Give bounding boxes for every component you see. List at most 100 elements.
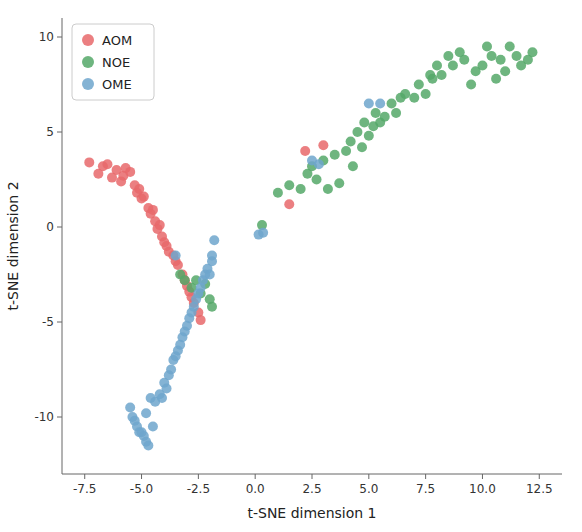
point	[427, 74, 437, 84]
x-tick-label: 12.5	[526, 482, 553, 496]
x-axis-label: t-SNE dimension 1	[247, 505, 376, 521]
x-tick-label: -5.0	[130, 482, 153, 496]
point	[284, 180, 294, 190]
y-tick	[57, 37, 62, 38]
point	[102, 159, 112, 169]
point	[273, 188, 283, 198]
point	[348, 161, 358, 171]
x-tick	[255, 474, 256, 479]
point	[143, 441, 153, 451]
point	[205, 270, 215, 280]
point	[364, 131, 374, 141]
legend-marker	[82, 34, 94, 46]
point	[466, 80, 476, 90]
x-tick	[368, 474, 369, 479]
series-noe	[175, 42, 537, 312]
point	[437, 70, 447, 80]
point	[387, 99, 397, 109]
point	[141, 408, 151, 418]
legend: AOM NOE OME	[72, 24, 154, 100]
point	[157, 393, 167, 403]
points	[84, 42, 537, 451]
point	[359, 118, 369, 128]
point	[155, 220, 165, 230]
y-axis-label: t-SNE dimension 2	[5, 181, 21, 310]
point	[162, 384, 172, 394]
y-tick	[57, 322, 62, 323]
chart: -7.5-5.0-2.50.02.55.07.510.012.5-10-5051…	[0, 0, 582, 532]
point	[209, 235, 219, 245]
point	[391, 108, 401, 118]
point	[375, 99, 385, 109]
point	[173, 260, 183, 270]
x-tick	[141, 474, 142, 479]
y-tick	[57, 227, 62, 228]
point	[330, 150, 340, 160]
point	[414, 80, 424, 90]
point	[296, 184, 306, 194]
legend-label: NOE	[102, 55, 130, 70]
point	[491, 74, 501, 84]
point	[314, 159, 324, 169]
point	[125, 167, 135, 177]
point	[180, 275, 190, 285]
x-tick-label: 10.0	[469, 482, 496, 496]
legend-label: AOM	[102, 33, 132, 48]
x-tick-label: -7.5	[73, 482, 96, 496]
x-tick	[198, 474, 199, 479]
point	[380, 112, 390, 122]
legend-marker	[82, 78, 94, 90]
x-tick-label: 5.0	[359, 482, 378, 496]
point	[139, 192, 149, 202]
point	[512, 51, 522, 61]
point	[477, 61, 487, 71]
y-axis-line	[62, 18, 63, 474]
point	[84, 157, 94, 167]
point	[352, 127, 362, 137]
point	[284, 199, 294, 209]
x-tick-label: 7.5	[416, 482, 435, 496]
point	[196, 315, 206, 325]
point	[459, 55, 469, 65]
x-tick-label: 2.5	[302, 482, 321, 496]
point	[357, 142, 367, 152]
point	[323, 184, 333, 194]
legend-label: OME	[102, 77, 132, 92]
series-ome	[125, 99, 385, 451]
axes: -7.5-5.0-2.50.02.55.07.510.012.5-10-5051…	[34, 18, 562, 496]
x-tick-label: 0.0	[246, 482, 265, 496]
point	[364, 99, 374, 109]
point	[312, 175, 322, 185]
point	[487, 51, 497, 61]
point	[432, 61, 442, 71]
x-tick	[84, 474, 85, 479]
point	[300, 146, 310, 156]
point	[318, 140, 328, 150]
x-tick	[539, 474, 540, 479]
y-tick-label: 10	[39, 30, 54, 44]
legend-box	[72, 24, 154, 100]
point	[443, 51, 453, 61]
y-tick-label: 5	[46, 125, 54, 139]
point	[448, 61, 458, 71]
point	[207, 251, 217, 261]
y-tick-label: -10	[34, 410, 54, 424]
point	[171, 251, 181, 261]
point	[341, 146, 351, 156]
point	[500, 66, 510, 76]
point	[180, 275, 190, 285]
point	[148, 205, 158, 215]
point	[409, 93, 419, 103]
x-tick	[425, 474, 426, 479]
series-aom	[84, 140, 328, 325]
y-tick-label: 0	[46, 220, 54, 234]
point	[207, 302, 217, 312]
x-axis-line	[62, 474, 562, 475]
point	[166, 365, 176, 375]
point	[482, 42, 492, 52]
x-tick	[312, 474, 313, 479]
point	[334, 178, 344, 188]
point	[421, 89, 431, 99]
x-tick-label: -2.5	[187, 482, 210, 496]
point	[258, 228, 268, 238]
